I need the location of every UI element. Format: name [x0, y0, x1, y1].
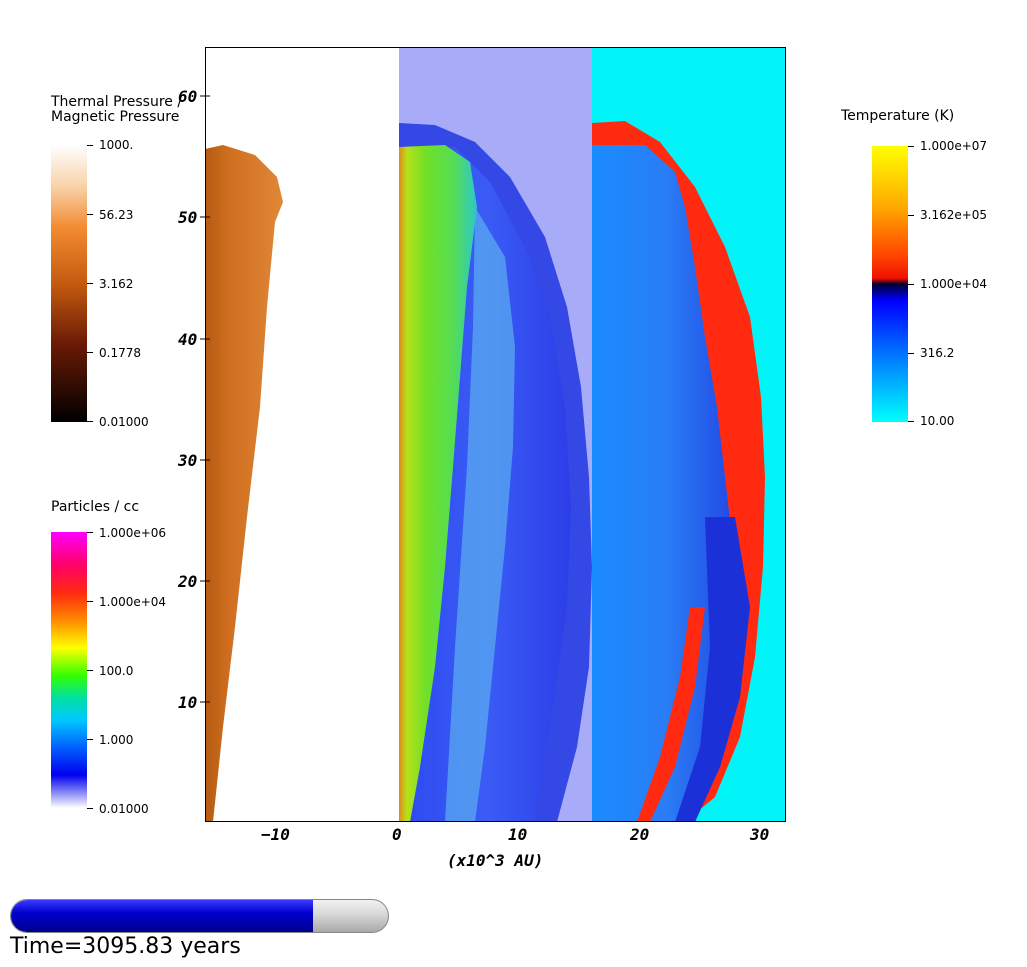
- temperature-colorbar-title: Temperature (K): [841, 108, 955, 124]
- pressure-ratio-region: [205, 145, 283, 822]
- plot-area: [200, 47, 786, 822]
- density-core: [399, 145, 477, 822]
- colorbar-label: 3.162: [99, 277, 134, 291]
- y-axis-ticks: [200, 95, 210, 703]
- colorbar-label: 1.000e+04: [920, 277, 988, 291]
- time-label: Time=3095.83 years: [10, 934, 241, 959]
- colorbar-label: 56.23: [99, 208, 134, 222]
- colorbar-label: 1.000e+04: [99, 595, 167, 609]
- x-tick-label: 10: [508, 825, 528, 844]
- density-colorbar-title: Particles / cc: [51, 499, 140, 515]
- colorbar-label: 1000.: [99, 138, 134, 152]
- x-tick-label: 20: [630, 825, 650, 844]
- colorbar-label: 1.000: [99, 733, 134, 747]
- simulation-image: [205, 47, 786, 822]
- temperature-colorbar: [872, 146, 908, 422]
- colorbar-label: 1.000e+07: [920, 139, 988, 153]
- colorbar-label: 316.2: [920, 346, 955, 360]
- y-tick-label: 30: [178, 451, 198, 470]
- temperature-hot-streak: [637, 607, 705, 822]
- y-tick-label: 40: [178, 330, 198, 349]
- colorbar-label: 0.01000: [99, 415, 149, 429]
- x-tick-label: 0: [392, 825, 402, 844]
- time-progress-fill: [11, 900, 313, 932]
- colorbar-label: 3.162e+05: [920, 208, 988, 222]
- temperature-cold: [592, 145, 745, 822]
- y-tick-label: 50: [178, 208, 198, 227]
- colorbar-label: 0.1778: [99, 346, 141, 360]
- temperature-dark-band: [675, 517, 750, 822]
- density-light-band: [445, 207, 515, 822]
- pressure-colorbar-title: Thermal Pressure / Magnetic Pressure: [51, 94, 183, 125]
- y-tick-label: 20: [178, 572, 198, 591]
- y-tick-label: 10: [178, 693, 198, 712]
- colorbar-label: 10.00: [920, 414, 955, 428]
- density-colorbar: [51, 532, 87, 808]
- pressure-colorbar: [51, 145, 87, 422]
- x-tick-label: −10: [261, 825, 290, 844]
- x-tick-label: 30: [750, 825, 770, 844]
- x-axis-title: (x10^3 AU): [447, 851, 544, 870]
- colorbar-label: 0.01000: [99, 802, 149, 816]
- y-tick-label: 60: [178, 87, 198, 106]
- time-progress-bar: [10, 899, 389, 933]
- colorbar-label: 1.000e+06: [99, 526, 167, 540]
- colorbar-label: 100.0: [99, 664, 134, 678]
